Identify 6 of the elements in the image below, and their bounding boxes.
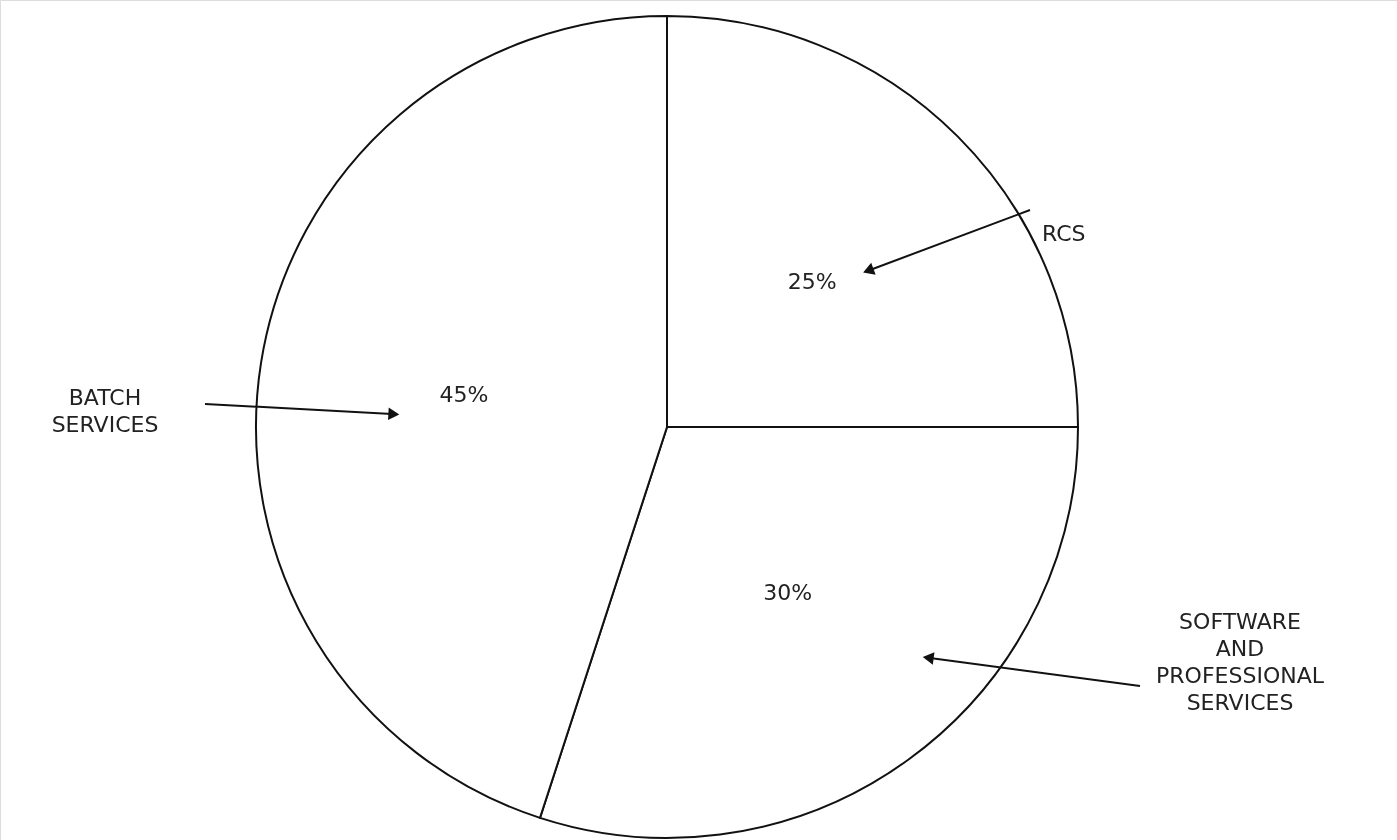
slice-label: BATCH SERVICES <box>51 385 159 437</box>
data-label: 25% <box>787 268 837 294</box>
data-label: 45% <box>439 381 489 407</box>
slice-label: RCS <box>1042 221 1086 246</box>
slice-label: SOFTWARE AND PROFESSIONAL SERVICES <box>1156 609 1325 715</box>
data-label: 30% <box>763 580 813 606</box>
